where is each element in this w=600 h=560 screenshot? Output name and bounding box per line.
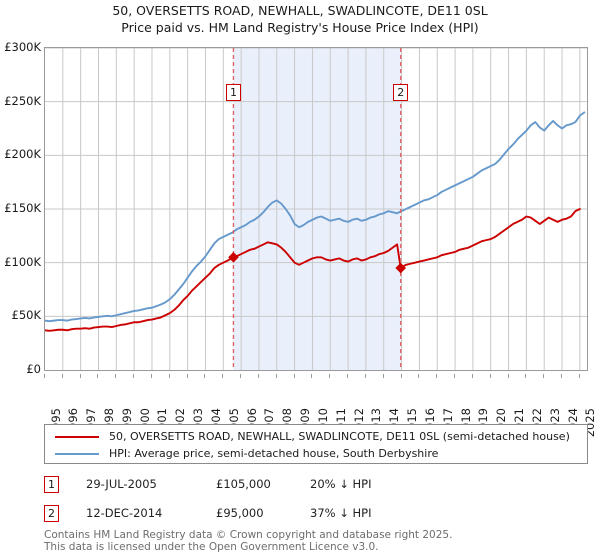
x-axis-tick [61,374,63,378]
title-line-1: 50, OVERSETTS ROAD, NEWHALL, SWADLINCOTE… [112,3,488,18]
legend-entry-hpi: HPI: Average price, semi-detached house,… [51,444,438,463]
footer-attribution: Contains HM Land Registry data © Crown c… [44,529,584,553]
y-axis-tick-label: £200K [4,147,41,162]
x-axis-tick [347,374,349,378]
x-axis-tick [293,374,295,378]
plot-marker-badge: 2 [393,84,409,101]
x-axis-tick [115,374,117,378]
y-axis-tick-label: £150K [4,201,41,215]
x-axis-tick [471,374,473,378]
sale-marker-badge: 2 [44,505,59,522]
legend-entry-property: 50, OVERSETTS ROAD, NEWHALL, SWADLINCOTE… [51,427,570,446]
legend-label-hpi: HPI: Average price, semi-detached house,… [109,447,439,460]
x-axis-tick [257,374,259,378]
page-title: 50, OVERSETTS ROAD, NEWHALL, SWADLINCOTE… [0,2,600,36]
x-axis-tick [525,374,527,378]
x-axis-tick [97,374,99,378]
y-axis-tick-label: £250K [4,93,41,108]
sale-point-marker [228,251,239,263]
sale-date: 12-DEC-2014 [86,506,163,520]
y-axis-tick-label: £50K [11,308,42,323]
x-axis-tick [454,374,456,378]
x-axis-tick [275,374,277,378]
x-axis-tick [578,374,580,378]
legend-swatch-hpi [55,452,99,455]
x-axis-tick [168,374,170,378]
x-axis-tick [150,374,152,378]
x-axis-tick [240,374,242,378]
x-axis-tick [222,374,224,378]
y-axis-tick-label: £0 [26,362,41,376]
price-history-chart [45,48,587,370]
sale-price: £105,000 [216,477,271,491]
sale-marker-badge: 1 [44,476,59,493]
plot-marker-badge: 1 [225,84,241,101]
sale-point-marker [395,262,406,274]
x-axis-tick [400,374,402,378]
x-axis-tick [204,374,206,378]
sale-hpi-delta: 20% ↓ HPI [310,477,372,491]
x-axis-tick [186,374,188,378]
sale-hpi-delta: 37% ↓ HPI [310,506,372,520]
chart-legend: 50, OVERSETTS ROAD, NEWHALL, SWADLINCOTE… [44,424,588,464]
x-axis-tick [329,374,331,378]
x-axis-labels: 1995 1996 1997 1998 1999 2000 2001 2002 2003 2004… [44,374,597,437]
x-axis-tick [133,374,135,378]
footer-line-1: Contains HM Land Registry data © Crown c… [44,529,453,541]
x-axis-tick [382,374,384,378]
x-axis-tick [79,374,81,378]
legend-swatch-property [55,435,99,438]
chart-series-line [45,208,581,332]
x-axis-tick [364,374,366,378]
legend-label-property: 50, OVERSETTS ROAD, NEWHALL, SWADLINCOTE… [109,430,570,443]
y-axis-tick-label: £300K [4,40,41,54]
sale-price: £95,000 [216,506,264,520]
chart-series-line [45,111,586,323]
sale-date: 29-JUL-2005 [86,477,157,491]
y-axis-labels: £0 £50K £100K £150K £200K £250K £300K [0,40,42,376]
x-axis-tick [543,374,545,378]
x-axis-tick [561,374,563,378]
footer-line-2: This data is licensed under the Open Gov… [44,541,379,553]
y-axis-tick-label: £100K [4,254,41,269]
x-axis-tick [44,374,45,378]
x-axis-tick [489,374,491,378]
title-line-2: Price paid vs. HM Land Registry's House … [121,20,479,35]
x-axis-tick [436,374,438,378]
x-axis-tick [311,374,313,378]
x-axis-tick [418,374,420,378]
x-axis-tick [507,374,509,378]
